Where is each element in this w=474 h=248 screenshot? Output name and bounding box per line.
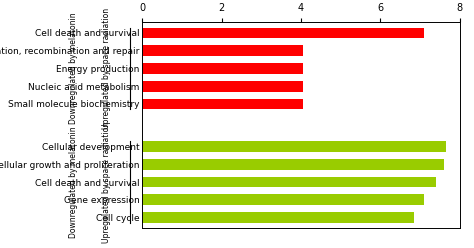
Bar bbox=[142, 212, 414, 223]
Bar bbox=[142, 81, 303, 92]
Bar bbox=[142, 99, 303, 109]
Text: Downregulated by melatonin: Downregulated by melatonin bbox=[69, 126, 78, 238]
Text: Upregulated by space radiation: Upregulated by space radiation bbox=[102, 122, 111, 243]
Bar bbox=[142, 141, 446, 152]
Bar bbox=[142, 177, 436, 187]
Bar bbox=[142, 45, 303, 56]
Bar bbox=[142, 194, 424, 205]
Text: Upregulated by space radiation: Upregulated by space radiation bbox=[102, 8, 111, 129]
Bar bbox=[142, 28, 424, 38]
Bar bbox=[142, 159, 444, 170]
Text: Downregulated by melatonin: Downregulated by melatonin bbox=[69, 13, 78, 124]
Bar bbox=[142, 63, 303, 74]
